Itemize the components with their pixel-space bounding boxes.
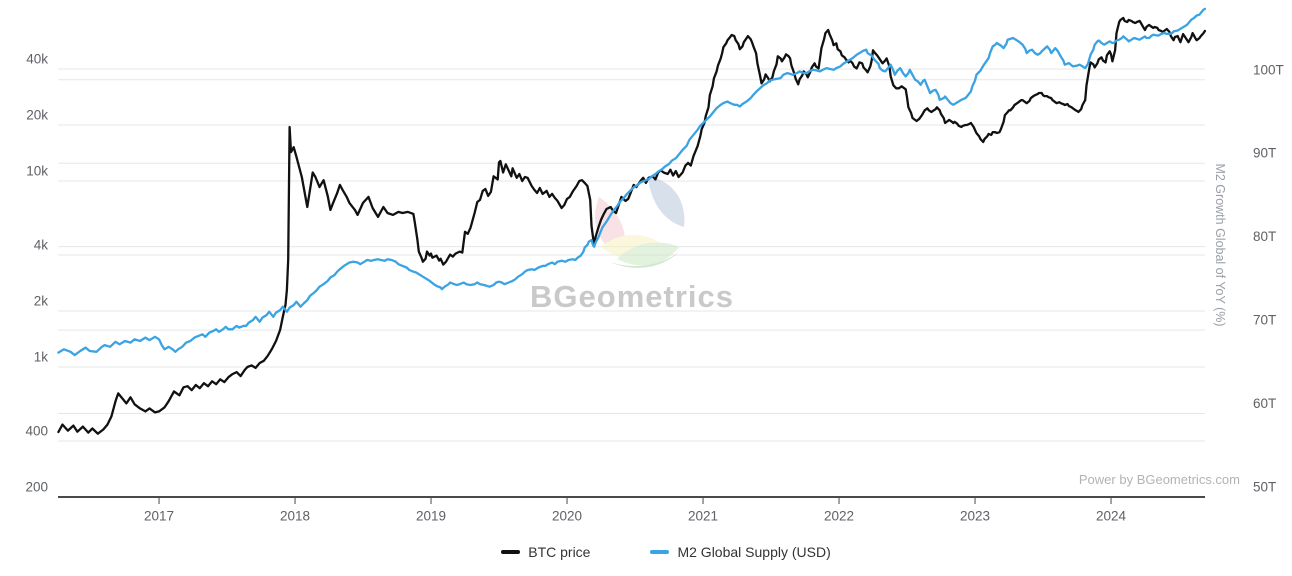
left-axis-label: 10k [26, 163, 48, 178]
left-axis-label: 40k [26, 51, 48, 66]
legend-dash-icon [501, 550, 521, 554]
left-axis-label: 20k [26, 107, 48, 122]
x-tick-label: 2021 [688, 509, 718, 524]
x-tick-label: 2023 [960, 509, 990, 524]
left-axis-label: 200 [25, 480, 48, 495]
btc-price-line [57, 16, 1207, 435]
legend-label: M2 Global Supply (USD) [677, 544, 831, 560]
right-axis-label: 90T [1253, 146, 1276, 161]
right-axis-label: 60T [1253, 396, 1276, 411]
powered-by: Power by BGeometrics.com [1078, 472, 1240, 487]
x-tick-label: 2022 [824, 509, 854, 524]
left-axis-label: 4k [34, 237, 49, 252]
right-axis-label: 100T [1253, 62, 1284, 77]
left-axis-label: 1k [34, 349, 49, 364]
x-tick-label: 2020 [552, 509, 582, 524]
x-tick-label: 2024 [1096, 509, 1127, 524]
x-tick-label: 2019 [416, 509, 446, 524]
series [57, 7, 1207, 435]
right-axis-title: M2 Growth Global of YoY (%) [1213, 163, 1227, 326]
watermark-text: BGeometrics [530, 279, 734, 314]
axes: 2017 2018 2019 2020 2021 2022 2023 2024 200 400 1k… [25, 51, 1283, 523]
m2-supply-line [57, 7, 1207, 357]
right-axis-label: 80T [1253, 229, 1276, 244]
x-tick-label: 2018 [280, 509, 310, 524]
right-axis-label: 70T [1253, 313, 1276, 328]
legend-item-m2[interactable]: M2 Global Supply (USD) [650, 544, 831, 560]
left-axis-label: 400 [25, 424, 48, 439]
bgeometrics-logo-icon [594, 176, 685, 268]
watermark: BGeometrics [530, 176, 734, 314]
right-axis-label: 50T [1253, 480, 1276, 495]
legend-dash-icon [650, 550, 670, 554]
legend-label: BTC price [528, 544, 591, 560]
legend: BTC price M2 Global Supply (USD) [20, 544, 1292, 560]
legend-item-btc[interactable]: BTC price [501, 544, 590, 560]
left-axis-label: 2k [34, 293, 49, 308]
x-tick-label: 2017 [144, 509, 174, 524]
